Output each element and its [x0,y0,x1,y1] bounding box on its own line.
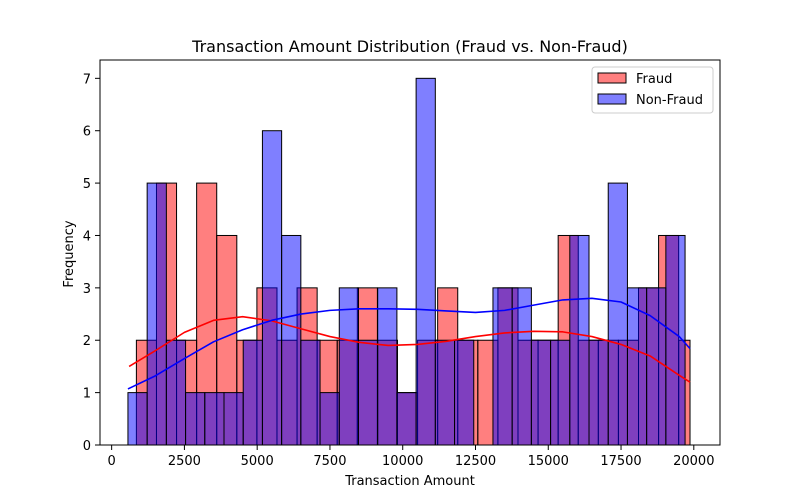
non-fraud-bar-15 [415,77,436,446]
x-tick-label: 12500 [455,454,496,469]
y-tick-label: 3 [83,282,91,297]
non-fraud-bar-17 [454,339,475,446]
x-tick-label: 20000 [673,454,714,469]
y-tick-label: 1 [83,387,91,402]
x-tick-label: 7500 [313,454,346,469]
non-fraud-bar-5 [223,392,244,446]
non-fraud-bar-24 [588,339,609,446]
non-fraud-bar-9 [300,339,321,446]
y-tick-label: 2 [83,334,91,349]
x-tick-label: 10000 [382,454,423,469]
x-tick-label: 15000 [528,454,569,469]
x-tick-label: 5000 [241,454,274,469]
plot-frame [99,59,721,446]
axes [99,59,721,446]
x-axis-label: Transaction Amount [344,474,475,489]
non-fraud-bar-21 [530,339,552,446]
y-tick-label: 7 [83,72,91,87]
non-fraud-bar-22 [550,339,571,446]
non-fraud-bar-10 [319,392,340,446]
y-tick-label: 4 [83,229,91,244]
ticks: 0 2500 5000 7500 10000 12500 15000 17500 20000 0 1… [83,72,715,469]
non-fraud-bar-27 [646,287,667,446]
non-fraud-bar-6 [242,339,263,446]
legend-label-fraud: Fraud [636,72,672,87]
y-tick-label: 5 [83,177,91,192]
non-fraud-bar-8 [281,234,302,446]
non-fraud-bar-23 [569,234,590,446]
chart-title: Transaction Amount Distribution (Fraud v… [191,37,628,56]
kde-lines [127,297,691,390]
non-fraud-bar-11 [338,287,359,446]
non-fraud-bar-26 [626,287,648,446]
legend-label-non-fraud: Non-Fraud [636,93,703,108]
x-tick-label: 2500 [168,454,201,469]
non-fraud-bar-13 [377,287,398,446]
non-fraud-bar-16 [434,339,456,446]
legend: Fraud Non-Fraud [591,66,714,114]
non-fraud-bar-7 [261,130,283,446]
non-fraud-bar-3 [185,392,206,446]
non-fraud-bar-2 [165,339,187,446]
legend-swatch-non-fraud [597,93,627,105]
non-fraud-bar-25 [607,182,628,446]
non-fraud-bar-12 [357,339,379,446]
non-fraud-bar-4 [204,392,225,446]
y-axis-label: Frequency [62,220,77,287]
legend-swatch-fraud [597,72,627,84]
x-tick-label: 0 [108,454,116,469]
y-tick-label: 0 [83,439,91,454]
non-fraud-bar-0 [127,392,148,446]
non-fraud-bar-20 [511,287,532,446]
non-fraud-bars [127,77,686,446]
non-fraud-kde-line [127,297,691,390]
x-tick-label: 17500 [600,454,641,469]
fraud-kde-line [128,315,691,383]
non-fraud-bar-14 [396,392,417,446]
y-tick-label: 6 [83,125,91,140]
non-fraud-bar-1 [146,182,167,446]
